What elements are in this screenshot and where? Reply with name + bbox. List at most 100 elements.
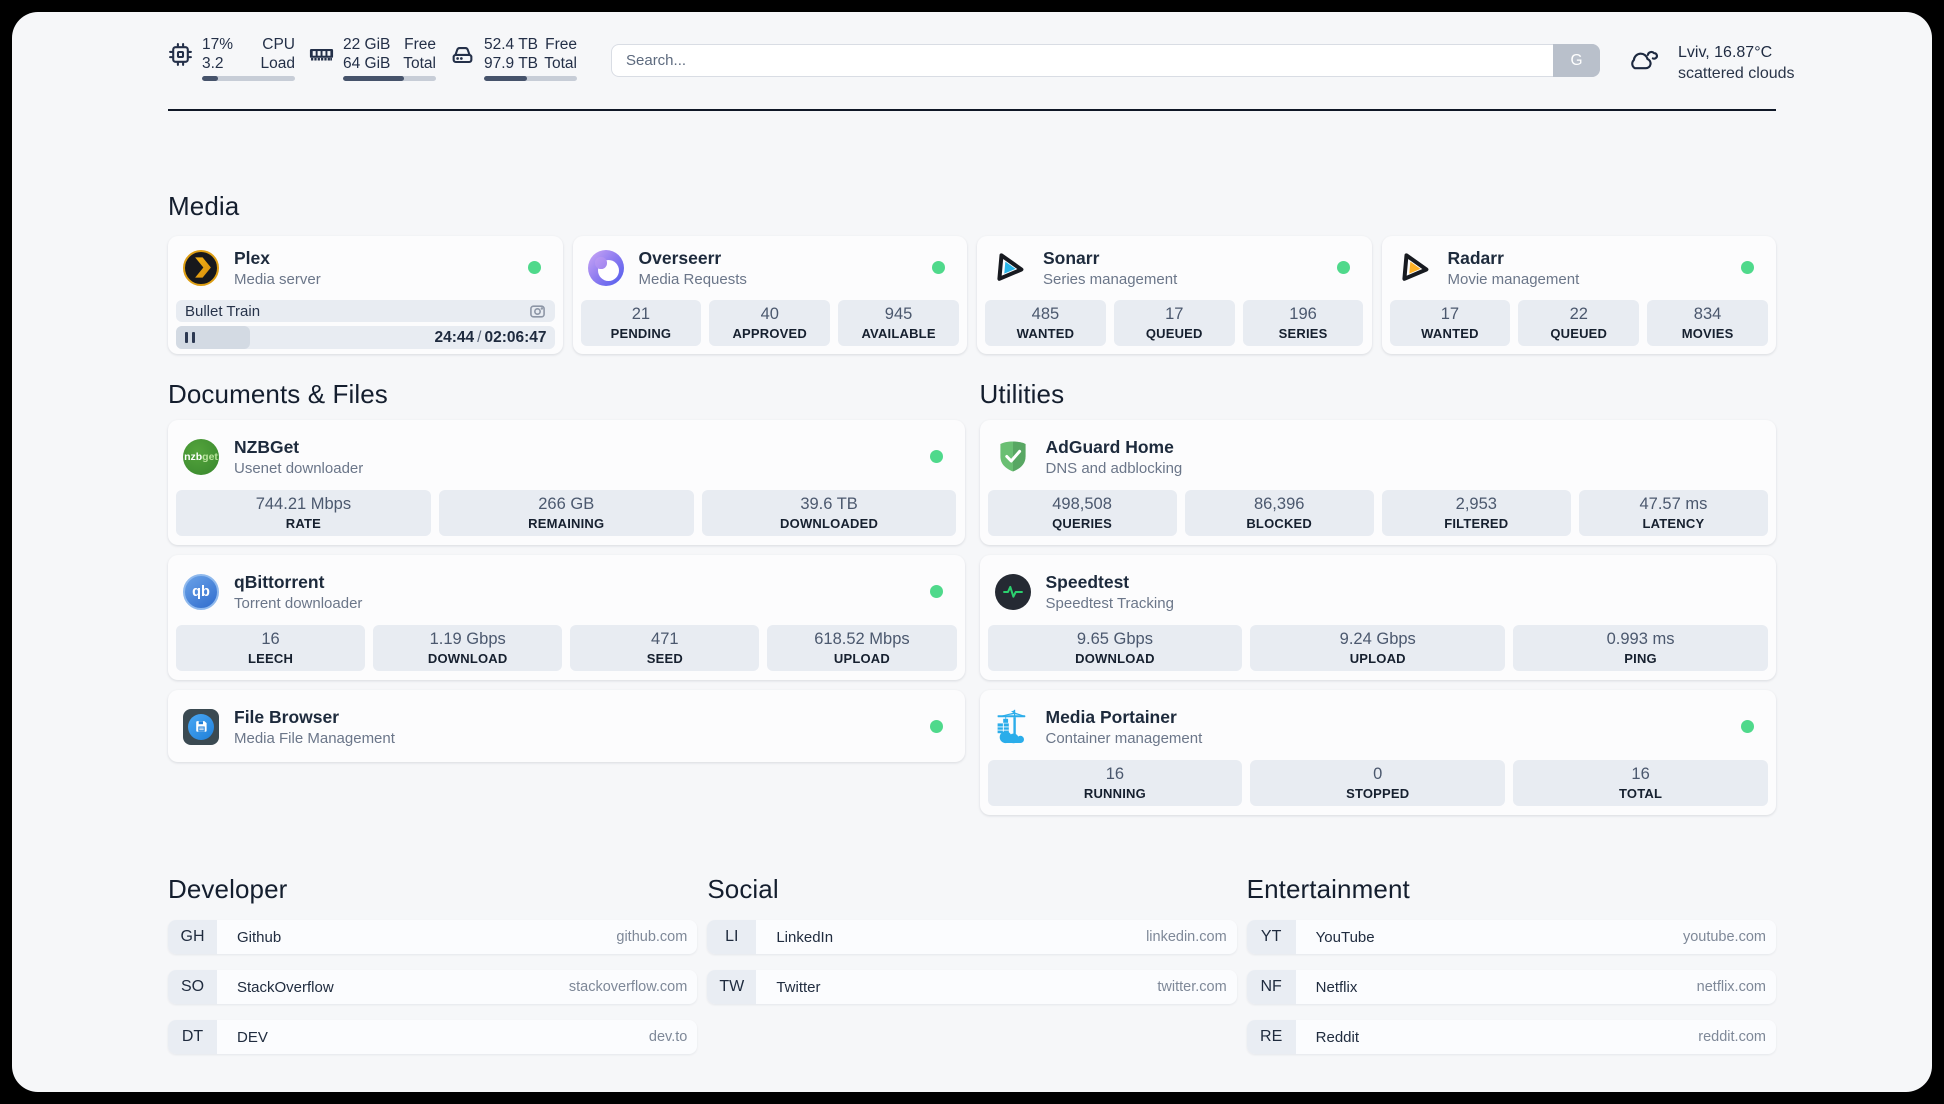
stat-tile: 834 MOVIES [1647, 300, 1768, 346]
weather-widget[interactable]: Lviv, 16.87°C scattered clouds [1626, 42, 1795, 84]
stat-label: RUNNING [1083, 786, 1146, 801]
memory-total-label: Total [403, 54, 436, 72]
stat-value: 485 [1031, 305, 1060, 323]
disk-total-label: Total [544, 54, 577, 72]
stat-label: PENDING [610, 326, 672, 341]
memory-progress-fill [343, 76, 405, 81]
status-dot-online [527, 261, 541, 274]
bookmark-domain: linkedin.com [1146, 929, 1227, 945]
stat-label: UPLOAD [1349, 651, 1406, 666]
service-card-qbittorrent[interactable]: qb qBittorrent Torrent downloader 16 LEE… [168, 555, 965, 680]
bookmark-linkedin[interactable]: LI LinkedIn linkedin.com [707, 920, 1237, 954]
bookmark-abbr: SO [168, 970, 217, 1004]
bookmark-twitter[interactable]: TW Twitter twitter.com [707, 970, 1237, 1004]
stat-tile: 485 WANTED [985, 300, 1106, 346]
section-documents: Documents & Files nzb get NZBGet Usenet d… [168, 379, 965, 815]
weather-condition: scattered clouds [1678, 65, 1795, 82]
bookmark-abbr: NF [1246, 970, 1296, 1004]
bookmark-name: StackOverflow [237, 978, 334, 996]
search-provider-button[interactable]: G [1553, 44, 1600, 77]
dashboard-page: 17% 3.2 CPU Load [12, 12, 1932, 1092]
service-card-nzbget[interactable]: nzb get NZBGet Usenet downloader 744.21 M… [168, 420, 965, 545]
playback-elapsed-fill [176, 326, 250, 349]
stat-value: 40 [760, 305, 779, 323]
stat-label: WANTED [1421, 326, 1479, 341]
cpu-usage-label: CPU [262, 36, 295, 53]
service-description: Media File Management [234, 729, 395, 747]
cloud-icon [1626, 45, 1659, 73]
service-card-speedtest[interactable]: Speedtest Speedtest Tracking 9.65 Gbps D… [979, 555, 1776, 680]
stat-value: 498,508 [1052, 495, 1112, 513]
stat-tile: 22 QUEUED [1518, 300, 1640, 346]
bookmark-name: LinkedIn [776, 928, 834, 946]
service-description: Container management [1045, 729, 1203, 747]
stat-tile: 16 LEECH [176, 625, 366, 671]
bookmark-domain: github.com [616, 929, 688, 945]
disk-total-value: 97.9 TB [484, 54, 539, 72]
status-dot-online [1741, 720, 1754, 733]
stat-tile: 39.6 TB DOWNLOADED [701, 490, 957, 536]
stat-tile: 945 AVAILABLE [838, 300, 959, 346]
service-card-filebrowser[interactable]: File Browser Media File Management [168, 690, 965, 762]
radarr-icon [1397, 250, 1433, 286]
bookmark-reddit[interactable]: RE Reddit reddit.com [1246, 1020, 1776, 1054]
stat-label: LATENCY [1642, 516, 1705, 531]
stat-tile: 1.19 Gbps DOWNLOAD [373, 625, 563, 671]
disk-progress-fill [484, 76, 527, 81]
status-dot-online [929, 720, 943, 733]
service-name: Speedtest [1045, 571, 1130, 592]
bookmark-netflix[interactable]: NF Netflix netflix.com [1246, 970, 1776, 1004]
stat-tile: 17 QUEUED [1113, 300, 1235, 346]
stat-label: QUEUED [1145, 326, 1203, 341]
bookmark-abbr: TW [707, 970, 757, 1004]
playback-progress-bar: 24:44 / 02:06:47 [176, 326, 555, 349]
service-card-overseerr[interactable]: Overseerr Media Requests 21 PENDING 40 A… [572, 236, 967, 354]
status-dot-online [1336, 261, 1350, 274]
stat-value: 834 [1693, 305, 1722, 323]
stat-label: STOPPED [1346, 786, 1410, 801]
stat-label: QUERIES [1052, 516, 1113, 531]
stat-tile: 266 GB REMAINING [438, 490, 694, 536]
stat-value: 1.19 Gbps [429, 630, 506, 648]
cpu-resource-widget: 17% 3.2 CPU Load [168, 36, 295, 81]
bookmark-group-developer: Developer GH Github github.com SO StackO… [168, 874, 698, 1054]
bookmark-group-social: Social LI LinkedIn linkedin.com TW Twitt… [707, 874, 1237, 1054]
stat-value: 16 [1631, 765, 1650, 783]
stat-label: AVAILABLE [861, 326, 936, 341]
stat-value: 9.65 Gbps [1076, 630, 1153, 648]
service-stats: 498,508 QUERIES 86,396 BLOCKED 2,953 FIL… [987, 490, 1768, 536]
stat-label: QUEUED [1550, 326, 1608, 341]
cpu-progress-fill [202, 76, 218, 81]
bookmark-youtube[interactable]: YT YouTube youtube.com [1246, 920, 1776, 954]
service-card-adguard[interactable]: AdGuard Home DNS and adblocking 498,508 … [979, 420, 1776, 545]
stat-value: 471 [651, 630, 679, 648]
service-card-sonarr[interactable]: Sonarr Series management 485 WANTED 17 Q… [977, 236, 1372, 354]
section-title-documents: Documents & Files [168, 379, 388, 409]
service-name: Overseerr [638, 247, 722, 268]
bookmark-group-title: Entertainment [1246, 874, 1410, 904]
service-card-radarr[interactable]: Radarr Movie management 17 WANTED 22 QUE… [1381, 236, 1776, 354]
bookmark-dev[interactable]: DT DEV dev.to [168, 1020, 698, 1054]
search-input[interactable] [611, 44, 1600, 77]
portainer-icon [995, 709, 1031, 745]
bookmark-stackoverflow[interactable]: SO StackOverflow stackoverflow.com [168, 970, 698, 1004]
memory-progress-bar [343, 76, 436, 81]
stat-value: 16 [1105, 765, 1125, 783]
stat-label: BLOCKED [1246, 516, 1313, 531]
now-playing-title: Bullet Train [185, 302, 261, 320]
bookmark-abbr: DT [168, 1020, 217, 1054]
service-card-portainer[interactable]: Media Portainer Container management 16 … [979, 690, 1776, 815]
stat-tile: 16 RUNNING [987, 760, 1243, 806]
section-title-media: Media [168, 191, 240, 221]
header-divider [168, 109, 1776, 111]
stat-tile: 21 PENDING [580, 300, 702, 346]
stat-value: 266 GB [538, 495, 595, 513]
media-type-icon [529, 303, 546, 320]
bookmark-domain: twitter.com [1157, 979, 1227, 995]
service-card-plex[interactable]: Plex Media server Bullet Train [168, 236, 563, 354]
stat-tile: 196 SERIES [1242, 300, 1364, 346]
stat-tile: 618.52 Mbps UPLOAD [767, 625, 957, 671]
bookmark-github[interactable]: GH Github github.com [168, 920, 698, 954]
bookmark-name: Netflix [1315, 978, 1358, 996]
stat-tile: 2,953 FILTERED [1381, 490, 1571, 536]
